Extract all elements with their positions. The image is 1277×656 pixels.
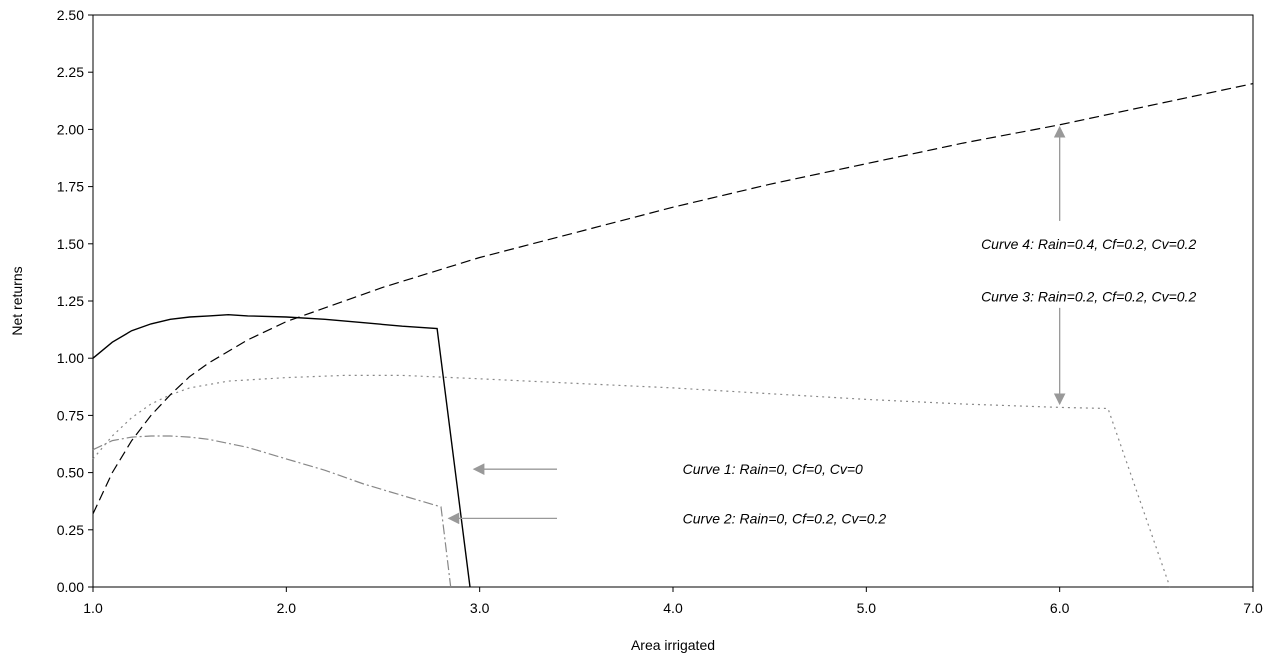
y-tick-label: 2.25: [57, 64, 84, 80]
x-axis: 1.0 2.0 3.0 4.0 5.0 6.0 7.0: [83, 587, 1263, 616]
y-tick-label: 1.50: [57, 236, 84, 252]
y-tick-label: 1.00: [57, 350, 84, 366]
x-tick-label: 2.0: [277, 600, 297, 616]
x-tick-label: 5.0: [857, 600, 877, 616]
annotation-layer: Curve 1: Rain=0, Cf=0, Cv=0 Curve 2: Rain…: [447, 125, 1196, 526]
x-tick-label: 4.0: [663, 600, 683, 616]
x-tick-label: 6.0: [1050, 600, 1070, 616]
y-axis: 0.00 0.25 0.50 0.75 1.00 1.25 1.50 1.75 2.00 2.25…: [57, 7, 93, 595]
series-line-curve-2: [92, 435, 452, 588]
annotation-label: Curve 3: Rain=0.2, Cf=0.2, Cv=0.2: [981, 288, 1196, 304]
y-tick-label: 2.00: [57, 121, 84, 137]
x-tick-label: 7.0: [1243, 600, 1263, 616]
y-axis-title: Net returns: [9, 266, 25, 335]
series-line-curve-4: [92, 83, 1254, 515]
y-tick-label: 2.50: [57, 7, 84, 23]
y-tick-label: 1.25: [57, 293, 84, 309]
x-tick-label: 3.0: [470, 600, 490, 616]
annotation-label: Curve 2: Rain=0, Cf=0.2, Cv=0.2: [683, 510, 887, 526]
x-tick-label: 1.0: [83, 600, 103, 616]
y-tick-label: 0.00: [57, 579, 84, 595]
series-layer: [92, 83, 1254, 588]
series-line-curve-1: [92, 313, 471, 588]
x-axis-title: Area irrigated: [631, 637, 715, 653]
series-line-curve-3: [92, 374, 1171, 588]
y-tick-label: 0.75: [57, 407, 84, 423]
y-tick-label: 0.25: [57, 522, 84, 538]
y-tick-label: 0.50: [57, 465, 84, 481]
y-tick-label: 1.75: [57, 179, 84, 195]
annotation-label: Curve 4: Rain=0.4, Cf=0.2, Cv=0.2: [981, 236, 1196, 252]
annotation-label: Curve 1: Rain=0, Cf=0, Cv=0: [683, 461, 863, 477]
